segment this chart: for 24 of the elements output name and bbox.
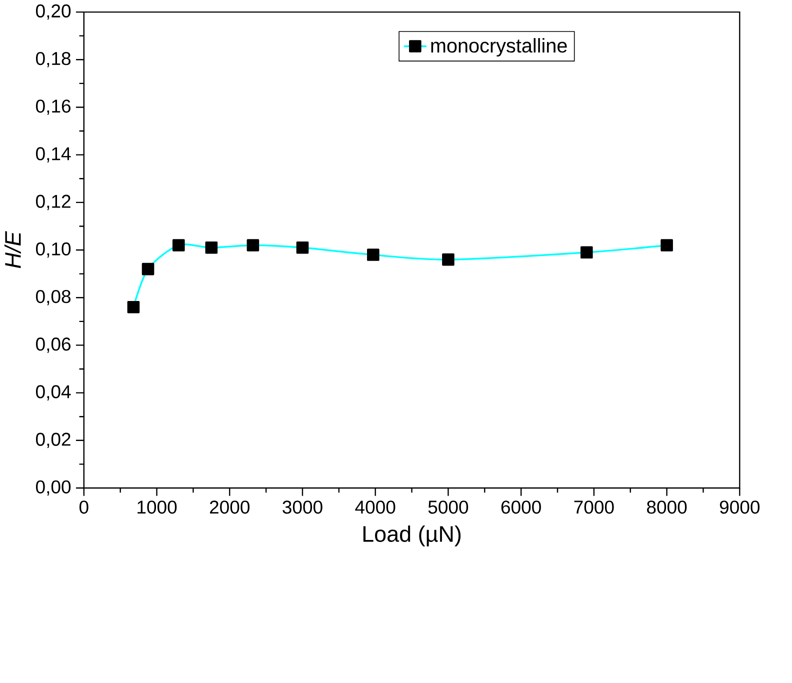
x-tick-label: 5000 xyxy=(428,500,468,514)
y-tick-label: 0,18 xyxy=(36,52,70,68)
y-tick-label: 0,00 xyxy=(36,480,71,496)
x-tick-label: 1000 xyxy=(138,500,177,514)
x-axis-title: Load (µN) xyxy=(363,525,461,546)
y-tick-label: 0,04 xyxy=(36,385,71,400)
x-tick-label: 2000 xyxy=(210,500,250,514)
y-tick-label: 0,20 xyxy=(36,4,71,20)
y-tick-label: 0,10 xyxy=(36,242,71,258)
y-tick-label: 0,12 xyxy=(36,194,70,210)
x-tick-label: 0 xyxy=(79,500,88,514)
y-tick-label: 0,06 xyxy=(36,337,70,353)
legend-label: monocrystalline xyxy=(431,38,567,56)
x-tick-label: 7000 xyxy=(574,500,614,514)
x-tick-label: 9000 xyxy=(720,500,760,514)
y-axis-title: H/E xyxy=(4,231,21,268)
y-tick-label: 0,02 xyxy=(36,432,70,448)
y-tick-label: 0,08 xyxy=(36,290,70,306)
x-tick-label: 4000 xyxy=(355,500,396,514)
x-tick-label: 6000 xyxy=(501,500,541,514)
x-tick-label: 8000 xyxy=(647,500,687,514)
x-tick-label: 3000 xyxy=(282,500,322,514)
y-tick-label: 0,16 xyxy=(36,100,70,115)
y-tick-label: 0,14 xyxy=(36,147,71,162)
